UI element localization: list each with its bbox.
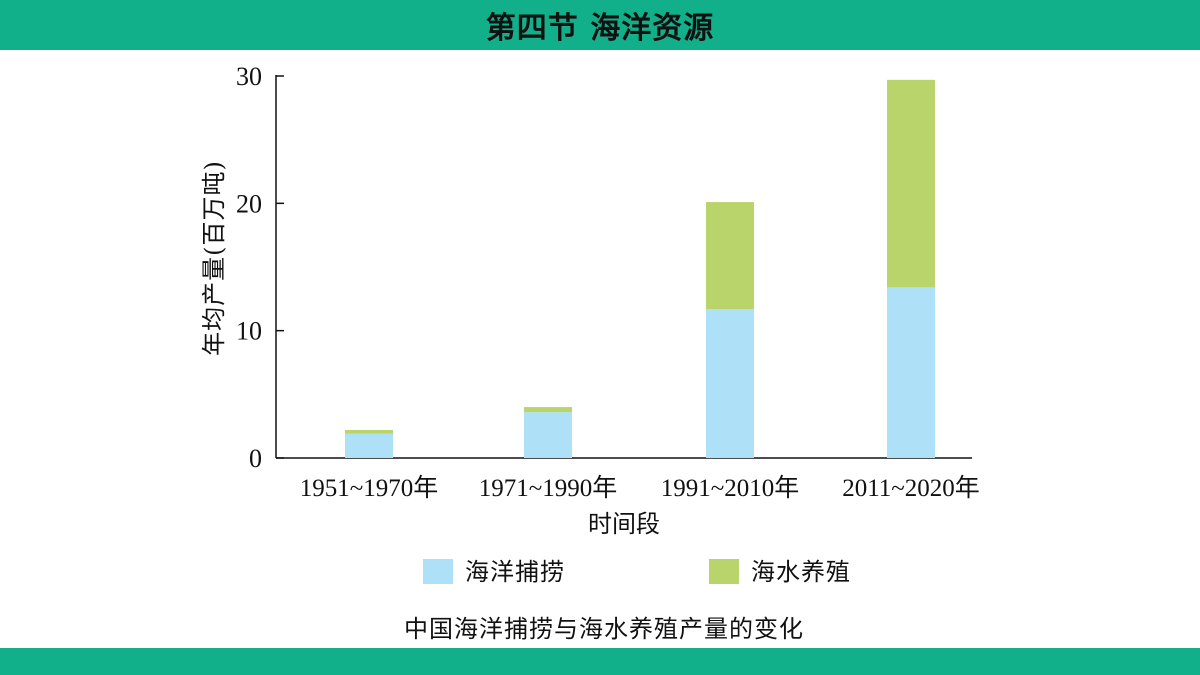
legend-label: 海洋捕捞 xyxy=(465,558,565,586)
bar-segment-aquaculture xyxy=(887,79,935,288)
bar-segment-aquaculture xyxy=(524,407,572,413)
chart-legend: 海洋捕捞 海水养殖 xyxy=(423,558,851,586)
bar-segment-fishing xyxy=(345,433,393,458)
y-tick-label: 10 xyxy=(236,317,262,346)
x-tick-label: 2011~2020年 xyxy=(842,474,980,502)
y-axis-title: 年均产量(百万吨) xyxy=(200,160,228,356)
footer-bar xyxy=(0,648,1200,675)
chart-caption: 中国海洋捕捞与海水养殖产量的变化 xyxy=(404,615,804,643)
bar-segment-fishing xyxy=(524,412,572,458)
x-axis-title: 时间段 xyxy=(588,510,660,538)
y-tick-label: 20 xyxy=(236,189,262,218)
bar-segment-aquaculture xyxy=(706,202,754,310)
bar-segment-fishing xyxy=(887,287,935,458)
legend-swatch xyxy=(423,559,453,584)
bar-segment-aquaculture xyxy=(345,429,393,434)
chart-labels: 时间段 年均产量(百万吨) 中国海洋捕捞与海水养殖产量的变化 xyxy=(200,160,804,643)
chart-axes: 0 10 20 30 1951~1970年 1971~1990年 1991~2010年 201… xyxy=(236,62,980,502)
chart-bars xyxy=(345,79,935,458)
header-bar: 第四节 海洋资源 xyxy=(0,0,1200,50)
stacked-bar-chart: 0 10 20 30 1951~1970年 1971~1990年 1991~2010年 201… xyxy=(200,62,980,643)
x-tick-label: 1991~2010年 xyxy=(661,474,800,502)
y-tick-label: 30 xyxy=(236,62,262,91)
bar-segment-fishing xyxy=(706,309,754,458)
page-title: 第四节 海洋资源 xyxy=(485,11,715,46)
x-tick-label: 1951~1970年 xyxy=(300,474,439,502)
legend-label: 海水养殖 xyxy=(751,558,851,586)
y-tick-label: 0 xyxy=(249,444,262,473)
x-tick-label: 1971~1990年 xyxy=(479,474,618,502)
legend-swatch xyxy=(709,559,739,584)
